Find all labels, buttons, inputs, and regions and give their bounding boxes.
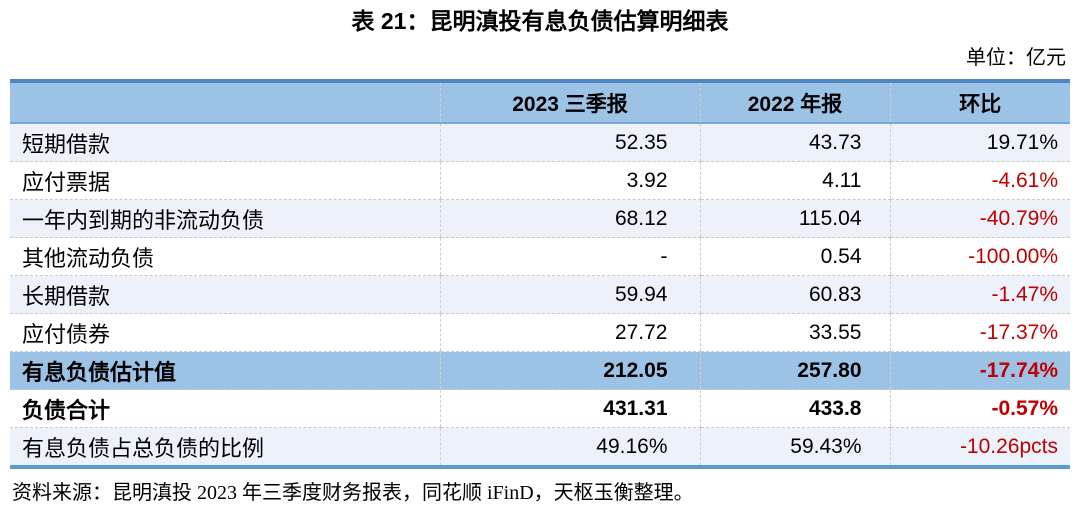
change-value: -17.74% xyxy=(889,351,1070,390)
table-row: 应付票据 3.92 4.11 -4.61% xyxy=(10,161,1070,200)
change-value: -0.57% xyxy=(889,389,1070,428)
value-2022fy: 33.55 xyxy=(699,313,890,352)
value-2022fy: 59.43% xyxy=(699,427,890,467)
value-2022fy: 433.8 xyxy=(699,389,890,428)
row-label: 应付债券 xyxy=(10,313,440,352)
value-2023q3: - xyxy=(439,237,700,276)
table-row: 短期借款 52.35 43.73 19.71% xyxy=(10,123,1070,162)
row-label: 应付票据 xyxy=(10,161,440,200)
change-value: -1.47% xyxy=(889,275,1070,314)
table-row: 一年内到期的非流动负债 68.12 115.04 -40.79% xyxy=(10,199,1070,238)
value-2023q3: 49.16% xyxy=(439,427,700,467)
row-label: 有息负债占总负债的比例 xyxy=(10,427,440,467)
value-2022fy: 4.11 xyxy=(699,161,890,200)
row-label: 长期借款 xyxy=(10,275,440,314)
table-row: 有息负债估计值 212.05 257.80 -17.74% xyxy=(10,351,1070,390)
row-label: 其他流动负债 xyxy=(10,237,440,276)
unit-label: 单位：亿元 xyxy=(966,47,1066,69)
table-row: 长期借款 59.94 60.83 -1.47% xyxy=(10,275,1070,314)
row-label: 短期借款 xyxy=(10,123,440,162)
column-header-2023q3: 2023 三季报 xyxy=(439,81,700,124)
value-2023q3: 27.72 xyxy=(439,313,700,352)
change-value: -100.00% xyxy=(889,237,1070,276)
value-2022fy: 43.73 xyxy=(699,123,890,162)
change-value: -17.37% xyxy=(889,313,1070,352)
row-label: 一年内到期的非流动负债 xyxy=(10,199,440,238)
table-row: 应付债券 27.72 33.55 -17.37% xyxy=(10,313,1070,352)
change-value: -4.61% xyxy=(889,161,1070,200)
column-header-2022fy: 2022 年报 xyxy=(699,81,890,124)
table-row: 其他流动负债 -0.54 -100.00% xyxy=(10,237,1070,276)
row-label: 负债合计 xyxy=(10,389,440,428)
table-body: 短期借款 52.35 43.73 19.71% 应付票据 3.92 4.11 -4.61% 一年… xyxy=(10,123,1070,467)
value-2022fy: 257.80 xyxy=(699,351,890,390)
table-row: 负债合计 431.31 433.8 -0.57% xyxy=(10,389,1070,428)
change-value: -40.79% xyxy=(889,199,1070,238)
header-row: 2023 三季报 2022 年报 环比 xyxy=(10,81,1070,124)
value-2022fy: 0.54 xyxy=(699,237,890,276)
change-value: 19.71% xyxy=(889,123,1070,162)
value-2022fy: 115.04 xyxy=(699,199,890,238)
value-2023q3: 59.94 xyxy=(439,275,700,314)
value-2023q3: 3.92 xyxy=(439,161,700,200)
value-2023q3: 212.05 xyxy=(439,351,700,390)
change-value: -10.26pcts xyxy=(889,427,1070,467)
table-row: 有息负债占总负债的比例 49.16% 59.43% -10.26pcts xyxy=(10,427,1070,467)
value-2023q3: 68.12 xyxy=(439,199,700,238)
value-2023q3: 52.35 xyxy=(439,123,700,162)
column-header-item xyxy=(10,81,440,124)
value-2022fy: 60.83 xyxy=(699,275,890,314)
column-header-change: 环比 xyxy=(889,81,1070,124)
page-title: 表 21：昆明滇投有息负债估算明细表 xyxy=(351,8,729,34)
source-note: 资料来源：昆明滇投 2023 年三季度财务报表，同花顺 iFinD，天枢玉衡整理… xyxy=(12,482,694,504)
interest-bearing-debt-table: 2023 三季报 2022 年报 环比 短期借款 52.35 43.73 19.71%… xyxy=(10,79,1070,469)
row-label: 有息负债估计值 xyxy=(10,351,440,390)
value-2023q3: 431.31 xyxy=(439,389,700,428)
table-header: 2023 三季报 2022 年报 环比 xyxy=(10,81,1070,124)
